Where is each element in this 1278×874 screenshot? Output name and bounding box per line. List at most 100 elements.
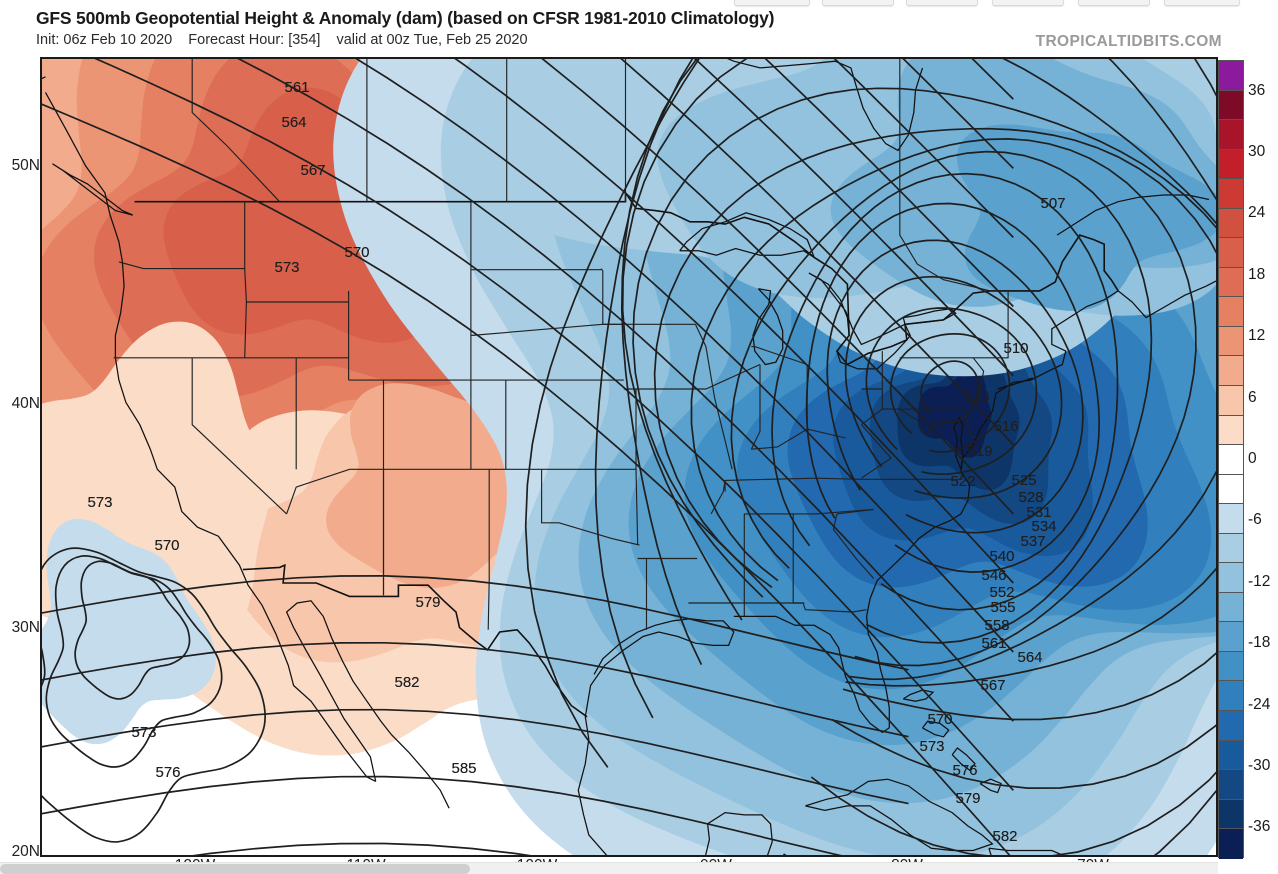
state-border <box>750 364 761 450</box>
height-contour <box>454 59 1014 584</box>
colorbar-tick-36: 36 <box>1248 81 1266 99</box>
map-svg: 5615615645645675675705705735735075075105… <box>42 59 1216 855</box>
height-contour <box>524 59 1216 855</box>
toolbar-button-5[interactable] <box>1078 0 1150 6</box>
contour-label-halo: 555 <box>990 599 1015 616</box>
height-contour <box>541 59 1014 515</box>
map-canvas[interactable]: 561 561 564 564 567 567 570 570 573 573 507 507 510 5… <box>40 57 1218 857</box>
colorbar-swatch <box>1219 208 1243 239</box>
scrollbar-thumb[interactable] <box>0 864 470 874</box>
anomaly-colorbar <box>1218 60 1244 859</box>
contour-label-text: 540 <box>989 548 1014 565</box>
contour-label-text: 546 <box>981 567 1006 584</box>
contour-label-text: 531 <box>1026 504 1051 521</box>
toolbar-button-3[interactable] <box>906 0 978 6</box>
colorbar-swatch <box>1219 386 1243 416</box>
contour-label-halo: 534 <box>1031 518 1056 535</box>
latitude-label-50n: 50N <box>11 157 40 174</box>
colorbar-tick--36: -36 <box>1248 818 1271 836</box>
init-time: Init: 06z Feb 10 2020 <box>36 32 173 48</box>
contour-label-halo: 585 <box>451 760 476 777</box>
state-border <box>751 346 808 366</box>
colorbar-tick--12: -12 <box>1248 572 1271 590</box>
site-watermark: TROPICALTIDBITS.COM <box>1035 33 1222 50</box>
coastline-gulf-coast-us <box>584 618 735 717</box>
contour-label-halo: 513 <box>964 388 989 405</box>
contour-label-halo: 558 <box>984 617 1009 634</box>
colorbar-swatch <box>1219 297 1243 327</box>
contour-label-text: 519 <box>967 443 992 460</box>
horizontal-scrollbar[interactable] <box>0 862 1218 874</box>
coastline-bahamas-3 <box>951 747 976 772</box>
contour-label-halo: 528 <box>1018 489 1043 506</box>
colorbar-swatch <box>1219 267 1243 298</box>
contour-label-text: 510 <box>1003 340 1028 357</box>
height-contour <box>42 641 909 738</box>
height-contour <box>889 332 1011 453</box>
height-contour <box>94 59 1014 791</box>
contour-label-halo: 576 <box>952 762 977 779</box>
height-contour <box>764 59 1014 308</box>
contour-label-halo: 510 <box>1003 340 1028 357</box>
contour-label-text: 537 <box>1020 533 1045 550</box>
contour-label-halo: 573 <box>87 494 112 511</box>
contour-label-halo: 573 <box>919 738 944 755</box>
height-contour <box>237 59 1014 722</box>
state-border <box>899 59 991 292</box>
height-contour <box>355 59 1014 653</box>
state-border <box>191 59 281 203</box>
contour-label-halo: 552 <box>989 584 1014 601</box>
contour-label-halo: 525 <box>1011 472 1036 489</box>
state-border <box>694 324 733 470</box>
toolbar-button-1[interactable] <box>734 0 810 6</box>
colorbar-swatch <box>1219 533 1243 564</box>
contour-label-text: 573 <box>131 724 156 741</box>
coastline-cuba <box>805 778 994 852</box>
toolbar-button-6[interactable] <box>1164 0 1240 6</box>
contour-label-halo: 570 <box>344 244 369 261</box>
state-border <box>487 469 490 630</box>
contour-label-text: 573 <box>87 494 112 511</box>
state-border <box>803 605 867 613</box>
contour-label-text: 561 <box>284 79 309 96</box>
coastline-bahamas-1 <box>902 689 935 702</box>
state-border <box>635 389 639 546</box>
colorbar-swatch <box>1219 474 1243 505</box>
state-border <box>710 480 726 515</box>
toolbar-button-4[interactable] <box>992 0 1064 6</box>
coastline-vancouver-island <box>52 163 134 216</box>
contour-label-text: 558 <box>984 617 1009 634</box>
contour-label-halo: 573 <box>274 259 299 276</box>
colorbar-tick--18: -18 <box>1248 634 1271 652</box>
contour-label-halo: 561 <box>284 79 309 96</box>
contour-label-halo: 570 <box>154 537 179 554</box>
contour-label-halo: 573 <box>131 724 156 741</box>
contour-label-text: 570 <box>927 711 952 728</box>
colorbar-swatch <box>1219 651 1243 682</box>
contour-label-text: 564 <box>281 114 306 131</box>
cut-off-toolbar <box>0 0 1278 6</box>
contour-label-text: 513 <box>964 388 989 405</box>
contour-label-halo: 579 <box>415 594 440 611</box>
contour-label-text: 534 <box>1031 518 1056 535</box>
toolbar-button-2[interactable] <box>822 0 894 6</box>
